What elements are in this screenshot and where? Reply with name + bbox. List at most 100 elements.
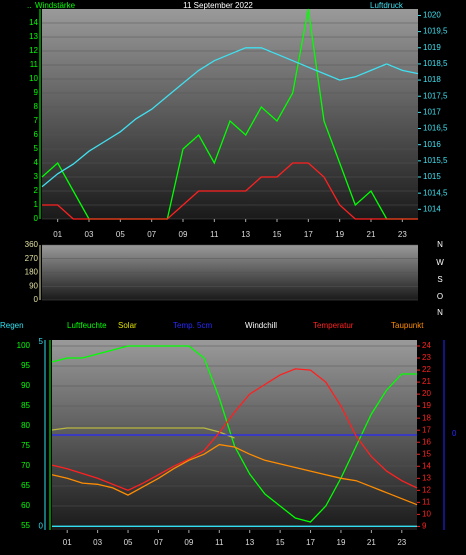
x-tick-label: 11	[215, 538, 224, 547]
y-tick-label: 60	[21, 501, 30, 510]
compass-label: N	[437, 308, 443, 317]
rain-tick-label: 5	[39, 337, 44, 346]
series-line	[51, 443, 418, 506]
y2-tick-label: 18	[422, 413, 431, 422]
legend-entry: Taupunkt	[391, 321, 424, 330]
y-tick-label: 12	[29, 46, 38, 55]
y-tick-label: 14	[29, 18, 38, 27]
y-tick-label: 180	[25, 268, 39, 277]
x-tick-label: 21	[367, 538, 376, 547]
y2-tick-label: 10	[422, 509, 431, 518]
y2-tick-label: 21	[422, 377, 431, 386]
x-tick-label: 21	[367, 230, 376, 239]
y2-tick-label: 19	[422, 401, 431, 410]
x-tick-label: 23	[397, 538, 406, 547]
y-tick-label: 4	[34, 158, 39, 167]
legend-entry: Windchill	[245, 321, 277, 330]
x-tick-label: 17	[306, 538, 315, 547]
x-tick-label: 11	[210, 230, 219, 239]
compass-label: W	[436, 258, 444, 267]
y-tick-label: 0	[34, 295, 39, 304]
compass-label: N	[437, 240, 443, 249]
rain-tick-label: 0	[39, 521, 44, 530]
legend-entry: Solar	[118, 321, 137, 330]
x-tick-label: 03	[85, 230, 94, 239]
compass-label: O	[437, 292, 443, 301]
legend-entry: Temp. 5cm	[173, 321, 212, 330]
x-tick-label: 01	[63, 538, 72, 547]
x-tick-label: 19	[335, 230, 344, 239]
y2-tick-label: 22	[422, 365, 431, 374]
y-tick-label: 8	[34, 102, 39, 111]
y2-axis-label: Luftdruck	[370, 1, 404, 10]
y-tick-label: 75	[21, 441, 30, 450]
x-tick-label: 09	[184, 538, 193, 547]
y2-tick-label: 1020	[423, 11, 441, 20]
temp5-axis-label: 0	[452, 429, 457, 438]
compass-label: S	[437, 275, 442, 284]
x-tick-label: 09	[179, 230, 188, 239]
y2-tick-label: 16	[422, 437, 431, 446]
y2-tick-label: 11	[422, 497, 431, 506]
x-tick-label: 17	[304, 230, 313, 239]
y-tick-label: 90	[21, 381, 30, 390]
y2-tick-label: 1017,5	[423, 91, 448, 100]
y-tick-label: 360	[25, 240, 39, 249]
x-tick-label: 23	[398, 230, 407, 239]
x-tick-label: 19	[337, 538, 346, 547]
x-tick-label: 13	[241, 230, 250, 239]
y-tick-label: 65	[21, 481, 30, 490]
y-tick-label: 85	[21, 401, 30, 410]
y-tick-label: 7	[34, 116, 39, 125]
y2-tick-label: 1018	[423, 75, 441, 84]
y2-tick-label: 1019	[423, 43, 441, 52]
y2-tick-label: 1014,5	[423, 188, 448, 197]
series-line	[51, 345, 417, 523]
chart-title: 11 September 2022	[183, 1, 253, 10]
y-tick-label: 55	[21, 521, 30, 530]
x-tick-label: 05	[124, 538, 133, 547]
x-tick-label: 07	[147, 230, 156, 239]
y-tick-label: 3	[34, 172, 39, 181]
y2-tick-label: 12	[422, 485, 431, 494]
y-tick-label: 270	[25, 254, 39, 263]
y2-tick-label: 24	[422, 341, 431, 350]
x-tick-label: 05	[116, 230, 125, 239]
y2-tick-label: 23	[422, 353, 431, 362]
x-tick-label: 07	[154, 538, 163, 547]
y-tick-label: 95	[21, 361, 30, 370]
y2-tick-label: 17	[422, 425, 431, 434]
legend-entry: Luftfeuchte	[67, 321, 107, 330]
y2-tick-label: 20	[422, 389, 431, 398]
series-line	[51, 368, 418, 492]
y-tick-label: 9	[34, 88, 39, 97]
y-axis-label: Windstärke	[35, 1, 76, 10]
y2-tick-label: 1016	[423, 140, 441, 149]
series-line	[41, 47, 419, 188]
x-tick-label: 03	[93, 538, 102, 547]
series-line	[51, 427, 235, 439]
y-tick-label: 2	[34, 186, 39, 195]
y2-tick-label: 1019,5	[423, 27, 448, 36]
y-tick-label: 5	[34, 144, 39, 153]
y2-tick-label: 1018,5	[423, 59, 448, 68]
y2-tick-label: 13	[422, 473, 431, 482]
y2-tick-label: 15	[422, 449, 431, 458]
x-tick-label: 13	[245, 538, 254, 547]
y-tick-label: 90	[29, 281, 38, 290]
series-line	[42, 162, 418, 220]
y-tick-label: 0	[34, 214, 39, 223]
x-tick-label: 01	[53, 230, 62, 239]
note: ..	[27, 1, 31, 10]
y-tick-label: 80	[21, 421, 30, 430]
y2-tick-label: 1015,5	[423, 156, 448, 165]
y2-tick-label: 1014	[423, 204, 441, 213]
y2-tick-label: 9	[422, 522, 427, 531]
x-tick-label: 15	[273, 230, 282, 239]
y-tick-label: 13	[29, 32, 38, 41]
y-tick-label: 1	[34, 200, 39, 209]
y-tick-label: 100	[17, 341, 31, 350]
y-tick-label: 11	[30, 60, 39, 69]
